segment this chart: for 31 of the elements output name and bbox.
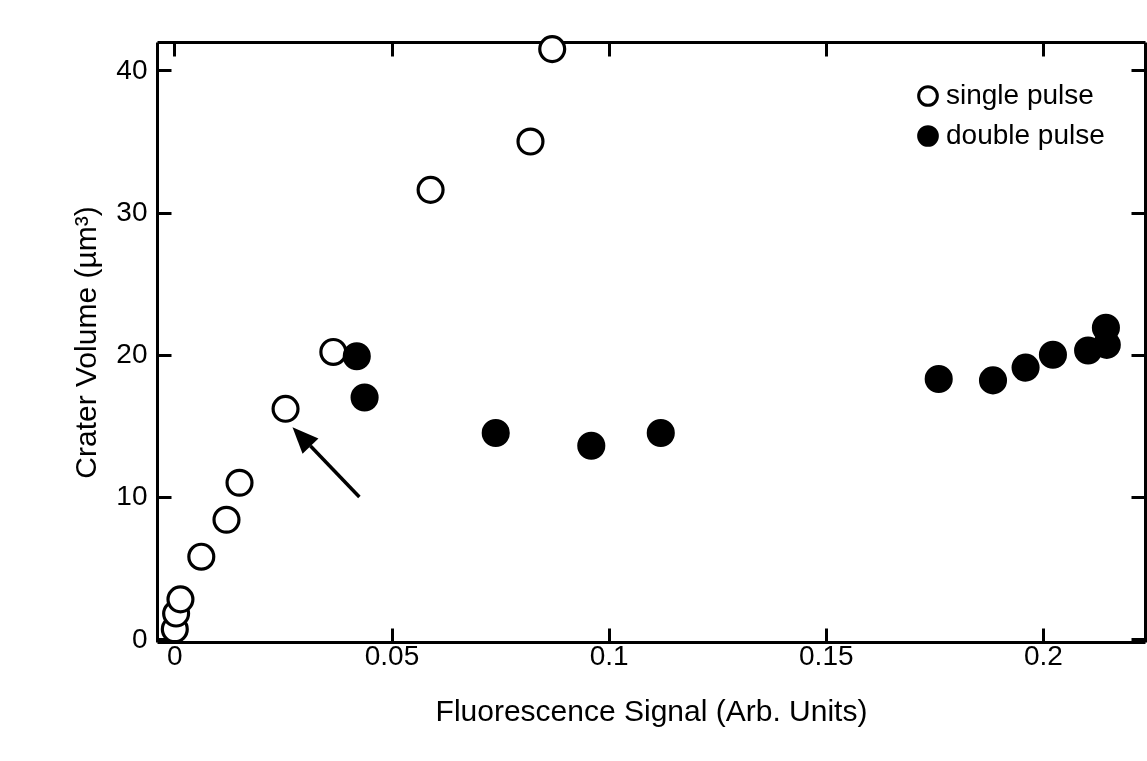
point	[978, 366, 1008, 395]
point	[481, 418, 510, 448]
point	[538, 35, 567, 64]
point	[646, 418, 675, 448]
point	[1011, 353, 1040, 382]
point	[577, 431, 606, 460]
point	[350, 383, 379, 412]
y-tick-label: 30	[116, 196, 148, 228]
point	[319, 337, 348, 366]
x-tick-label: 0.2	[1023, 639, 1063, 671]
legend-label: double pulse	[946, 119, 1105, 150]
x-tick-label: 0	[167, 639, 183, 671]
y-axis-title: Crater Volume (µm³)	[69, 206, 103, 479]
point	[342, 342, 371, 371]
point	[212, 505, 241, 534]
point	[225, 468, 254, 497]
y-tick-label: 10	[116, 480, 148, 512]
point	[516, 127, 545, 156]
y-tick-label: 40	[116, 53, 148, 85]
x-tick-label: 0.1	[589, 639, 629, 671]
y-tick-label: 20	[116, 338, 148, 370]
x-tick-label: 0.15	[799, 639, 854, 671]
point	[166, 585, 195, 614]
point	[924, 364, 953, 393]
point	[271, 394, 300, 423]
x-tick-label: 0.05	[364, 639, 420, 671]
legend-label: single pulse	[946, 79, 1094, 110]
point	[416, 175, 445, 204]
point	[1038, 340, 1067, 369]
x-axis-title: Fluorescence Signal (Arb. Units)	[435, 693, 868, 727]
point	[187, 542, 216, 571]
